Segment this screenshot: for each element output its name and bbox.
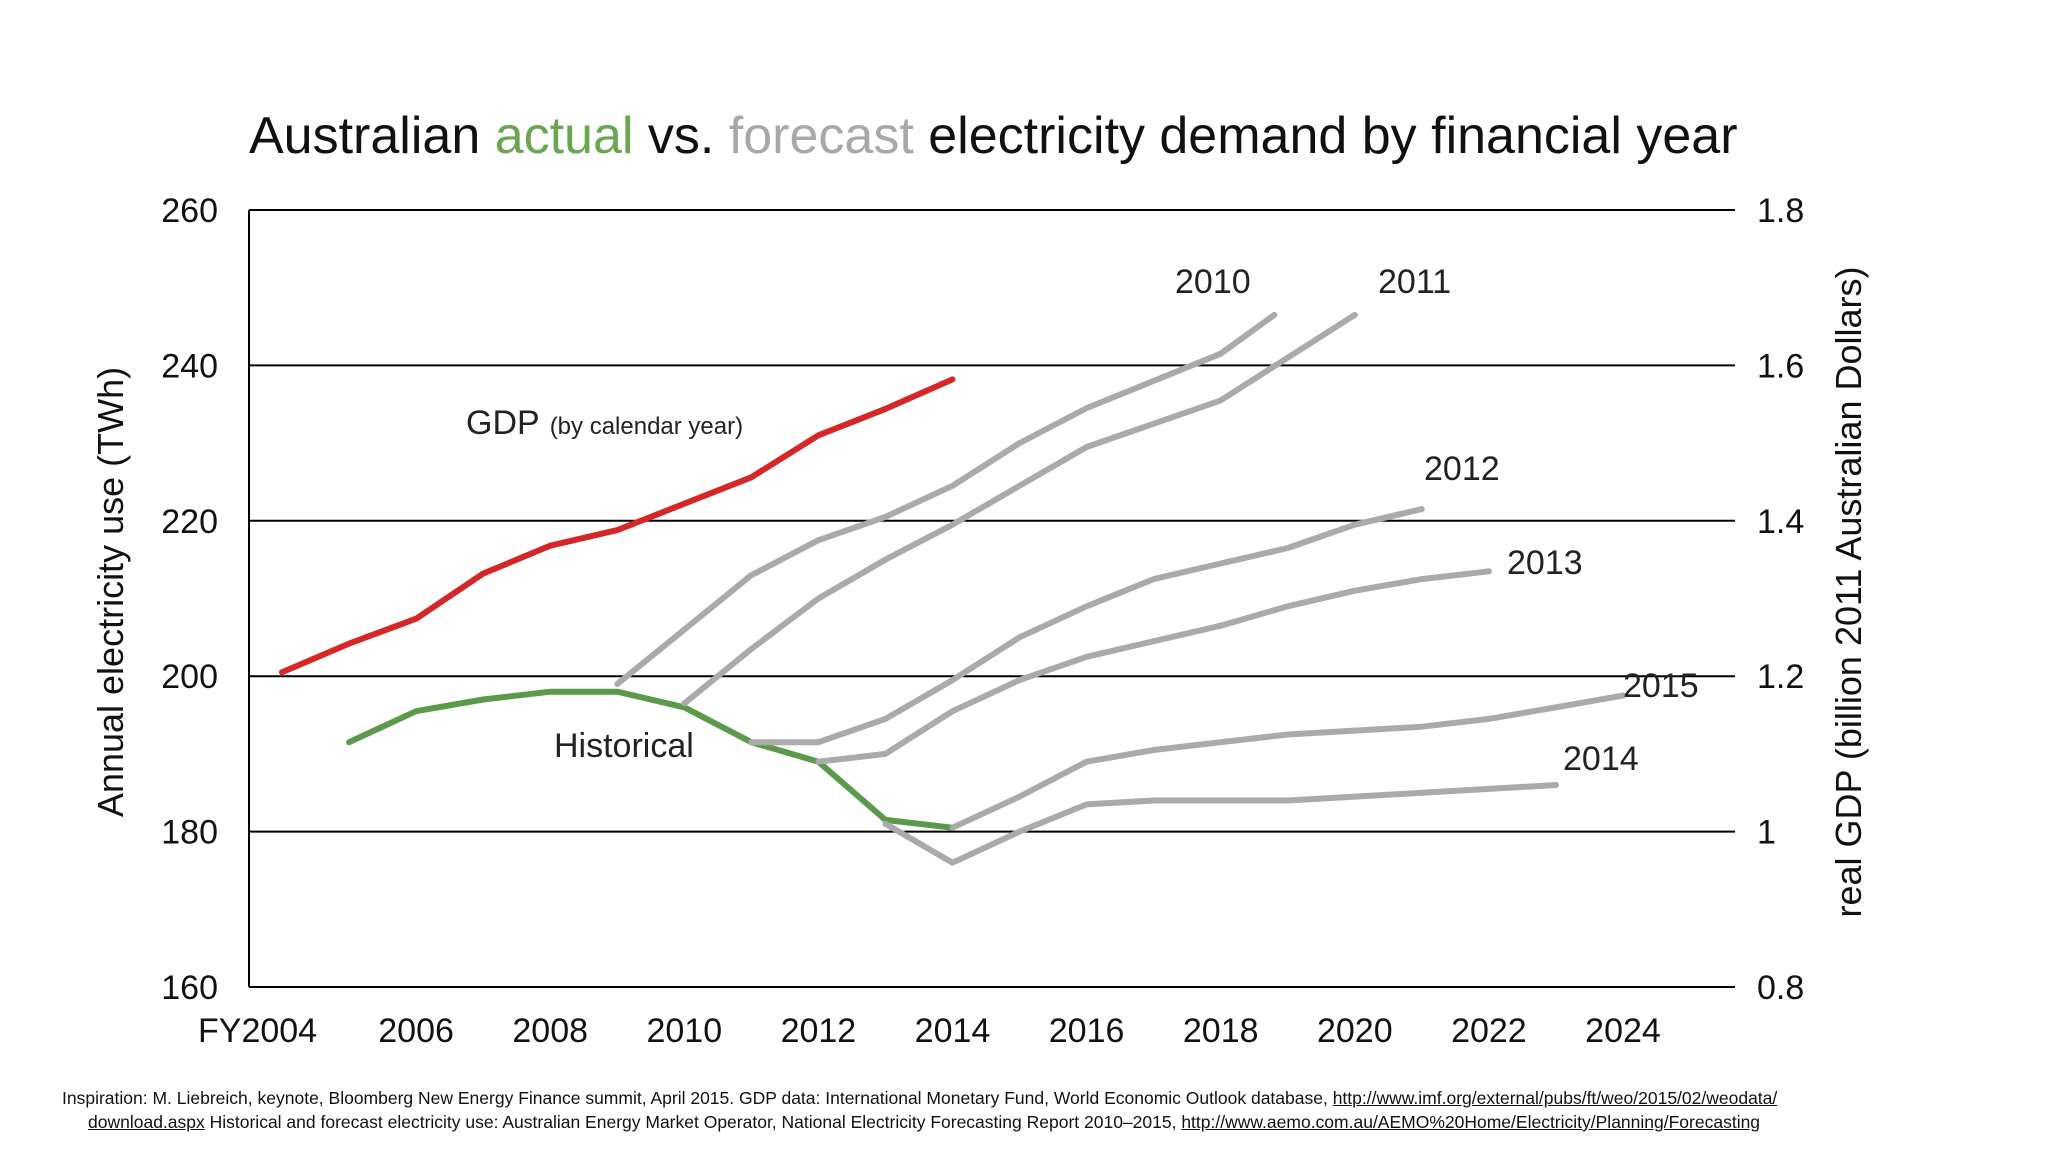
y-tick-160: 160 xyxy=(161,969,218,1007)
series-lines xyxy=(279,311,1626,866)
title-part-forecast: forecast xyxy=(729,107,915,165)
x-tick-2016: 2016 xyxy=(1049,1012,1125,1050)
gridlines xyxy=(248,209,1735,988)
series-label-historical: Historical xyxy=(554,727,694,765)
y2-tick-0-8: 0.8 xyxy=(1757,969,1804,1007)
y2-tick-1: 1 xyxy=(1757,814,1776,852)
title-part-1: Australian xyxy=(249,107,495,165)
x-axis-ticks: FY2004 2006 2008 2010 2012 2014 2016 2018 2020 20… xyxy=(198,1012,1661,1050)
series-line-2011 xyxy=(681,311,1358,707)
footer-line-2: download.aspx Historical and forecast el… xyxy=(88,1112,2028,1133)
footer-line-1: Inspiration: M. Liebreich, keynote, Bloo… xyxy=(62,1088,2002,1109)
series-labels: GDP (by calendar year) Historical 2010 2011 2… xyxy=(466,263,1699,778)
x-tick-2006: 2006 xyxy=(378,1012,454,1050)
y2-tick-1-4: 1.4 xyxy=(1757,503,1804,541)
series-label-gdp-name: GDP xyxy=(466,404,540,442)
series-label-2010-name: 2010 xyxy=(1175,263,1251,301)
x-tick-2018: 2018 xyxy=(1183,1012,1259,1050)
title-part-3: vs. xyxy=(633,107,728,165)
series-line-2010 xyxy=(614,311,1278,687)
series-label-historical-name: Historical xyxy=(554,727,694,765)
y-tick-220: 220 xyxy=(161,503,218,541)
x-tick-2024: 2024 xyxy=(1585,1012,1661,1050)
imf-link[interactable]: http://www.imf.org/external/pubs/ft/weo/… xyxy=(1332,1088,1778,1108)
x-tick-2010: 2010 xyxy=(646,1012,722,1050)
x-tick-2022: 2022 xyxy=(1451,1012,1527,1050)
y-axis-label: Annual electricity use (TWh) xyxy=(90,367,131,817)
series-line-2014 xyxy=(882,782,1559,866)
series-label-2011: 2011 xyxy=(1378,263,1451,301)
x-tick-2012: 2012 xyxy=(781,1012,857,1050)
series-label-2015: 2015 xyxy=(1623,667,1699,705)
x-tick-2014: 2014 xyxy=(915,1012,991,1050)
x-tick-2004: FY2004 xyxy=(198,1012,317,1050)
footer-line1-text: Inspiration: M. Liebreich, keynote, Bloo… xyxy=(62,1088,1333,1108)
y2-axis-ticks: 0.8 1 1.2 1.4 1.6 1.8 xyxy=(1757,192,1804,1007)
series-label-2012-name: 2012 xyxy=(1424,450,1500,488)
series-label-2010: 2010 xyxy=(1175,263,1251,301)
footer-line2-text: Historical and forecast electricity use:… xyxy=(204,1112,1182,1132)
series-label-2014: 2014 xyxy=(1563,740,1639,778)
series-line-2012 xyxy=(748,506,1425,746)
y2-axis-label: real GDP (billion 2011 Australian Dollar… xyxy=(1828,267,1869,918)
series-line-2013 xyxy=(815,568,1492,765)
series-line-historical xyxy=(346,688,956,831)
series-label-2013-name: 2013 xyxy=(1507,544,1583,582)
y-tick-260: 260 xyxy=(161,192,218,230)
aemo-link[interactable]: http://www.aemo.com.au/AEMO%20Home/Elect… xyxy=(1181,1112,1761,1132)
series-label-gdp-note: (by calendar year) xyxy=(550,413,743,440)
series-label-2013: 2013 xyxy=(1507,544,1583,582)
y-tick-200: 200 xyxy=(161,658,218,696)
chart-title: Australian actual vs. forecast electrici… xyxy=(249,107,1738,165)
y-tick-180: 180 xyxy=(161,814,218,852)
series-label-2012: 2012 xyxy=(1424,450,1500,488)
title-part-5: electricity demand by financial year xyxy=(914,107,1738,165)
y-tick-240: 240 xyxy=(161,347,218,385)
y2-tick-1-8: 1.8 xyxy=(1757,192,1804,230)
title-part-actual: actual xyxy=(495,107,634,165)
imf-download-link[interactable]: download.aspx xyxy=(88,1112,205,1132)
x-tick-2008: 2008 xyxy=(512,1012,588,1050)
series-label-2011-name: 2011 xyxy=(1378,263,1451,301)
series-label-gdp: GDP (by calendar year) xyxy=(466,404,743,442)
x-tick-2020: 2020 xyxy=(1317,1012,1393,1050)
y2-tick-1-6: 1.6 xyxy=(1757,347,1804,385)
series-label-2015-name: 2015 xyxy=(1623,667,1699,705)
y2-tick-1-2: 1.2 xyxy=(1757,658,1804,696)
y-axis-ticks: 160 180 200 220 240 260 xyxy=(161,192,218,1007)
series-line-gdp xyxy=(279,376,956,676)
series-label-2014-name: 2014 xyxy=(1563,740,1639,778)
series-line-2015 xyxy=(949,692,1626,831)
